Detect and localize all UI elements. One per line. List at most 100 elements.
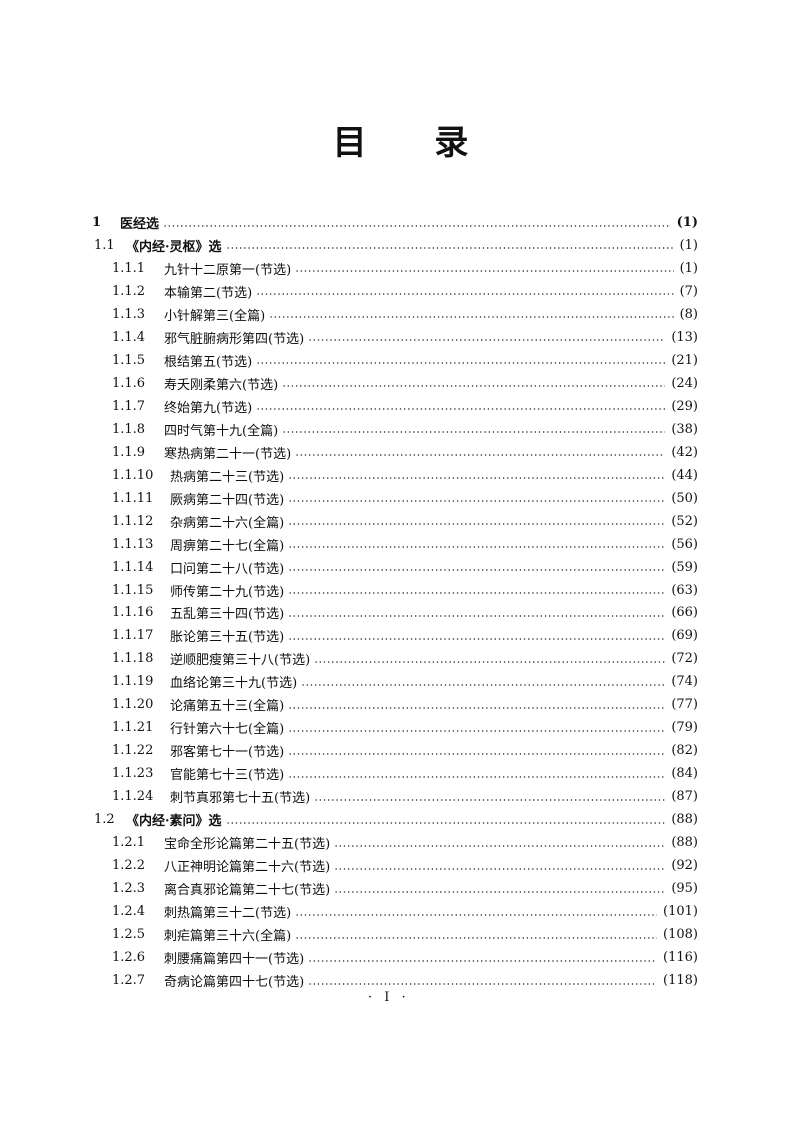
toc-entry[interactable]: 1.1.22 邪客第七十一(节选) (82) <box>112 739 698 762</box>
entry-number: 1.2.1 <box>112 835 146 851</box>
entry-page: (42) <box>671 444 698 460</box>
entry-page: (1) <box>679 237 698 253</box>
entry-page: (1) <box>679 260 698 276</box>
toc-entry[interactable]: 1.2.7 奇病论篇第四十七(节选) (118) <box>112 969 698 992</box>
entry-page: (44) <box>671 467 698 483</box>
entry-number: 1.1.6 <box>112 375 146 391</box>
dot-leader <box>288 569 666 572</box>
entry-title: 血络论第三十九(节选) <box>170 676 298 692</box>
toc-entry[interactable]: 1.1.18 逆顺肥瘦第三十八(节选) (72) <box>112 647 698 670</box>
entry-number: 1.1.21 <box>112 720 154 736</box>
toc-entry[interactable]: 1.2.6 刺腰痛篇第四十一(节选) (116) <box>112 946 698 969</box>
toc-entry[interactable]: 1.1.16 五乱第三十四(节选) (66) <box>112 601 698 624</box>
entry-title: 刺疟篇第三十六(全篇) <box>164 929 292 945</box>
toc-entry[interactable]: 1.1.4 邪气脏腑病形第四(节选) (13) <box>112 326 698 349</box>
entry-page: (7) <box>679 283 698 299</box>
entry-page: (24) <box>671 375 698 391</box>
dot-leader <box>334 867 666 870</box>
entry-number: 1 <box>92 215 102 230</box>
dot-leader <box>288 546 666 549</box>
entry-title: 离合真邪论篇第二十七(节选) <box>164 883 331 899</box>
entry-number: 1.2 <box>94 812 115 828</box>
toc-entry[interactable]: 1 医经选 (1) <box>92 211 698 234</box>
toc-entry[interactable]: 1.1.7 终始第九(节选) (29) <box>112 395 698 418</box>
entry-title: 八正神明论篇第二十六(节选) <box>164 860 331 876</box>
entry-page: (88) <box>671 835 698 851</box>
toc-entry[interactable]: 1.2.1 宝命全形论篇第二十五(节选) (88) <box>112 831 698 854</box>
entry-page: (13) <box>671 329 698 345</box>
entry-title: 逆顺肥瘦第三十八(节选) <box>170 653 311 669</box>
dot-leader <box>295 936 658 939</box>
toc-entry[interactable]: 1.2.5 刺疟篇第三十六(全篇) (108) <box>112 923 698 946</box>
entry-number: 1.1.15 <box>112 582 154 598</box>
entry-number: 1.1.24 <box>112 789 154 805</box>
entry-page: (87) <box>671 789 698 805</box>
toc-entry[interactable]: 1.1.15 师传第二十九(节选) (63) <box>112 579 698 602</box>
entry-page: (108) <box>663 927 698 943</box>
entry-number: 1.1.7 <box>112 398 146 414</box>
entry-number: 1.1.19 <box>112 674 154 690</box>
toc-entry[interactable]: 1.1.24 刺节真邪第七十五(节选) (87) <box>112 785 698 808</box>
toc-entry[interactable]: 1.1.14 口问第二十八(节选) (59) <box>112 556 698 579</box>
dot-leader <box>288 752 666 755</box>
entry-title: 杂病第二十六(全篇) <box>170 515 285 531</box>
dot-leader <box>288 775 666 778</box>
entry-number: 1.1.13 <box>112 536 154 552</box>
entry-number: 1.1.23 <box>112 766 154 782</box>
entry-title: 论痛第五十三(全篇) <box>170 699 285 715</box>
toc-entry[interactable]: 1.1.23 官能第七十三(节选) (84) <box>112 762 698 785</box>
toc-entry[interactable]: 1.1.9 寒热病第二十一(节选) (42) <box>112 441 698 464</box>
dot-leader <box>301 683 666 686</box>
entry-page: (84) <box>671 766 698 782</box>
toc-entry[interactable]: 1.1.5 根结第五(节选) (21) <box>112 349 698 372</box>
toc-entry[interactable]: 1.1.19 血络论第三十九(节选) (74) <box>112 670 698 693</box>
entry-title: 医经选 <box>120 217 160 232</box>
entry-title: 九针十二原第一(节选) <box>164 262 292 278</box>
dot-leader <box>225 821 666 824</box>
entry-number: 1.1.9 <box>112 444 146 460</box>
entry-number: 1.1.10 <box>112 467 154 483</box>
toc-entry[interactable]: 1.2.4 刺热篇第三十二(节选) (101) <box>112 900 698 923</box>
toc-entry[interactable]: 1.1.17 胀论第三十五(节选) (69) <box>112 624 698 647</box>
entry-number: 1.1.8 <box>112 421 146 437</box>
entry-title: 五乱第三十四(节选) <box>170 607 285 623</box>
entry-title: 根结第五(节选) <box>164 354 253 370</box>
entry-number: 1.1.14 <box>112 559 154 575</box>
toc-entry[interactable]: 1.1.8 四时气第十九(全篇) (38) <box>112 418 698 441</box>
entry-title: 宝命全形论篇第二十五(节选) <box>164 837 331 853</box>
entry-page: (59) <box>671 559 698 575</box>
entry-title: 周痹第二十七(全篇) <box>170 538 285 554</box>
entry-number: 1.2.3 <box>112 881 146 897</box>
entry-page: (63) <box>671 582 698 598</box>
dot-leader <box>225 247 674 250</box>
toc-entry[interactable]: 1.1 《内经·灵枢》选 (1) <box>94 234 698 257</box>
toc-entry[interactable]: 1.1.1 九针十二原第一(节选) (1) <box>112 257 698 280</box>
toc-entry[interactable]: 1.2.2 八正神明论篇第二十六(节选) (92) <box>112 854 698 877</box>
entry-page: (8) <box>679 306 698 322</box>
entry-page: (56) <box>671 536 698 552</box>
entry-number: 1.1.12 <box>112 513 154 529</box>
entry-number: 1.1 <box>94 237 115 253</box>
toc-entry[interactable]: 1.1.12 杂病第二十六(全篇) (52) <box>112 510 698 533</box>
toc-entry[interactable]: 1.1.10 热病第二十三(节选) (44) <box>112 464 698 487</box>
toc-entry[interactable]: 1.2 《内经·素问》选 (88) <box>94 808 698 831</box>
toc-entry[interactable]: 1.1.21 行针第六十七(全篇) (79) <box>112 716 698 739</box>
entry-title: 官能第七十三(节选) <box>170 768 285 784</box>
toc-entry[interactable]: 1.1.3 小针解第三(全篇) (8) <box>112 303 698 326</box>
entry-page: (118) <box>663 973 698 988</box>
dot-leader <box>295 270 674 273</box>
toc-entry[interactable]: 1.1.13 周痹第二十七(全篇) (56) <box>112 533 698 556</box>
entry-title: 行针第六十七(全篇) <box>170 722 285 738</box>
entry-title: 刺节真邪第七十五(节选) <box>170 791 311 807</box>
entry-number: 1.1.1 <box>112 260 146 276</box>
entry-title: 《内经·素问》选 <box>126 814 222 830</box>
dot-leader <box>288 706 666 709</box>
toc-entry[interactable]: 1.1.11 厥病第二十四(节选) (50) <box>112 487 698 510</box>
toc-entry[interactable]: 1.1.20 论痛第五十三(全篇) (77) <box>112 693 698 716</box>
toc-entry[interactable]: 1.1.6 寿夭刚柔第六(节选) (24) <box>112 372 698 395</box>
entry-title: 寒热病第二十一(节选) <box>164 446 292 462</box>
toc-entry[interactable]: 1.1.2 本输第二(节选) (7) <box>112 280 698 303</box>
toc-entry[interactable]: 1.2.3 离合真邪论篇第二十七(节选) (95) <box>112 877 698 900</box>
entry-title: 胀论第三十五(节选) <box>170 630 285 646</box>
entry-title: 厥病第二十四(节选) <box>170 492 285 508</box>
